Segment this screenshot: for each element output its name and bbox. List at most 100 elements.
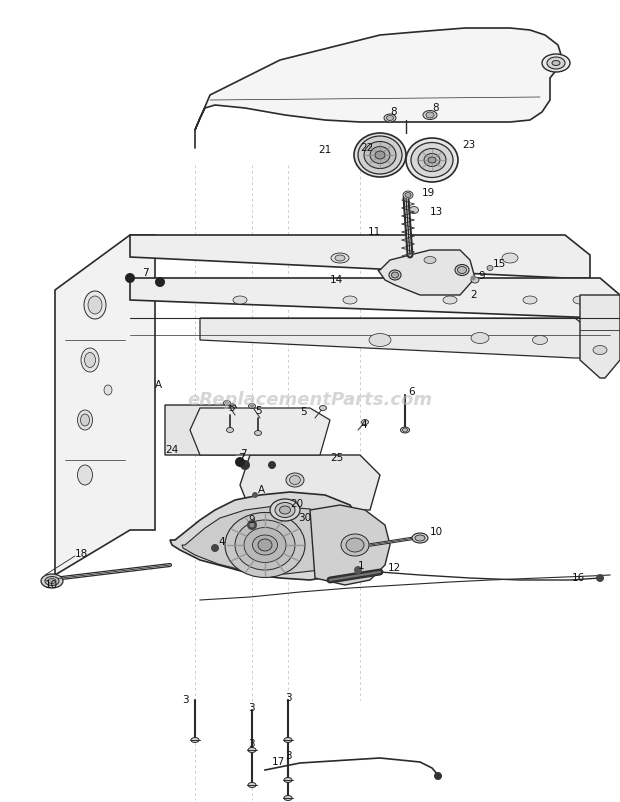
- Circle shape: [596, 574, 604, 582]
- Ellipse shape: [402, 428, 407, 432]
- Ellipse shape: [358, 136, 402, 174]
- Ellipse shape: [389, 270, 401, 280]
- Ellipse shape: [426, 112, 434, 118]
- Ellipse shape: [343, 296, 357, 304]
- Circle shape: [211, 544, 219, 552]
- Ellipse shape: [248, 783, 256, 788]
- Ellipse shape: [405, 192, 411, 197]
- Ellipse shape: [523, 296, 537, 304]
- Ellipse shape: [78, 410, 92, 430]
- Text: 30: 30: [298, 513, 311, 523]
- Text: 12: 12: [388, 563, 401, 573]
- Circle shape: [225, 401, 229, 405]
- Ellipse shape: [248, 747, 256, 752]
- Circle shape: [250, 404, 254, 408]
- Ellipse shape: [458, 266, 466, 273]
- Circle shape: [125, 273, 135, 283]
- Ellipse shape: [225, 512, 305, 577]
- Polygon shape: [55, 235, 155, 575]
- Circle shape: [282, 507, 288, 513]
- Text: 6: 6: [408, 387, 415, 397]
- Ellipse shape: [370, 147, 390, 164]
- Ellipse shape: [284, 738, 292, 743]
- Ellipse shape: [412, 533, 428, 543]
- Text: 9: 9: [478, 271, 485, 281]
- Ellipse shape: [331, 253, 349, 263]
- Ellipse shape: [403, 191, 413, 199]
- Polygon shape: [130, 235, 590, 278]
- Text: 3: 3: [285, 693, 291, 703]
- Text: 13: 13: [430, 207, 443, 217]
- Ellipse shape: [409, 206, 419, 213]
- Text: 20: 20: [290, 499, 303, 509]
- Text: 2: 2: [470, 290, 477, 300]
- Text: 3: 3: [285, 751, 291, 761]
- Ellipse shape: [502, 253, 518, 263]
- Ellipse shape: [252, 535, 278, 555]
- Ellipse shape: [443, 296, 457, 304]
- Circle shape: [354, 566, 362, 574]
- Ellipse shape: [471, 277, 479, 283]
- Text: 3: 3: [248, 739, 255, 749]
- Circle shape: [240, 460, 250, 470]
- Ellipse shape: [319, 406, 327, 411]
- Circle shape: [261, 541, 269, 549]
- Circle shape: [471, 276, 476, 281]
- Ellipse shape: [406, 138, 458, 182]
- Polygon shape: [580, 295, 620, 378]
- Polygon shape: [165, 405, 240, 455]
- Ellipse shape: [391, 272, 399, 278]
- Ellipse shape: [284, 796, 292, 800]
- Ellipse shape: [275, 503, 295, 517]
- Text: 22: 22: [360, 143, 373, 153]
- Ellipse shape: [84, 353, 95, 367]
- Ellipse shape: [254, 431, 262, 435]
- Ellipse shape: [361, 419, 368, 424]
- Text: 7: 7: [240, 449, 247, 459]
- Ellipse shape: [411, 143, 453, 177]
- Text: 10: 10: [430, 527, 443, 537]
- Ellipse shape: [88, 296, 102, 314]
- Text: 3: 3: [248, 703, 255, 713]
- Ellipse shape: [290, 476, 301, 484]
- Ellipse shape: [346, 538, 364, 552]
- Ellipse shape: [471, 333, 489, 343]
- Ellipse shape: [270, 499, 300, 521]
- Ellipse shape: [487, 265, 493, 270]
- Text: 7: 7: [142, 268, 149, 278]
- Ellipse shape: [81, 348, 99, 372]
- Ellipse shape: [284, 777, 292, 783]
- Ellipse shape: [235, 520, 295, 570]
- Text: 5: 5: [255, 406, 262, 416]
- Polygon shape: [190, 408, 330, 455]
- Polygon shape: [195, 28, 562, 130]
- Ellipse shape: [341, 534, 369, 556]
- Text: 24: 24: [165, 445, 179, 455]
- Text: 4: 4: [218, 537, 224, 547]
- Text: 21: 21: [318, 145, 331, 155]
- Circle shape: [155, 277, 165, 287]
- Text: 5: 5: [228, 403, 234, 413]
- Ellipse shape: [573, 296, 587, 304]
- Ellipse shape: [415, 535, 425, 541]
- Ellipse shape: [191, 738, 199, 743]
- Ellipse shape: [593, 346, 607, 354]
- Ellipse shape: [335, 255, 345, 261]
- Text: 11: 11: [368, 227, 381, 237]
- Text: 17: 17: [272, 757, 285, 767]
- Ellipse shape: [369, 334, 391, 346]
- Ellipse shape: [226, 427, 234, 432]
- Ellipse shape: [258, 539, 272, 551]
- Ellipse shape: [401, 427, 409, 433]
- Ellipse shape: [78, 465, 92, 485]
- Text: 19: 19: [422, 188, 435, 198]
- Ellipse shape: [418, 148, 446, 172]
- Text: A: A: [258, 485, 265, 495]
- Ellipse shape: [233, 296, 247, 304]
- Polygon shape: [378, 250, 475, 295]
- Ellipse shape: [533, 335, 547, 345]
- Text: 8: 8: [390, 107, 397, 117]
- Ellipse shape: [84, 291, 106, 319]
- Text: 10: 10: [45, 580, 58, 590]
- Text: 16: 16: [572, 573, 585, 583]
